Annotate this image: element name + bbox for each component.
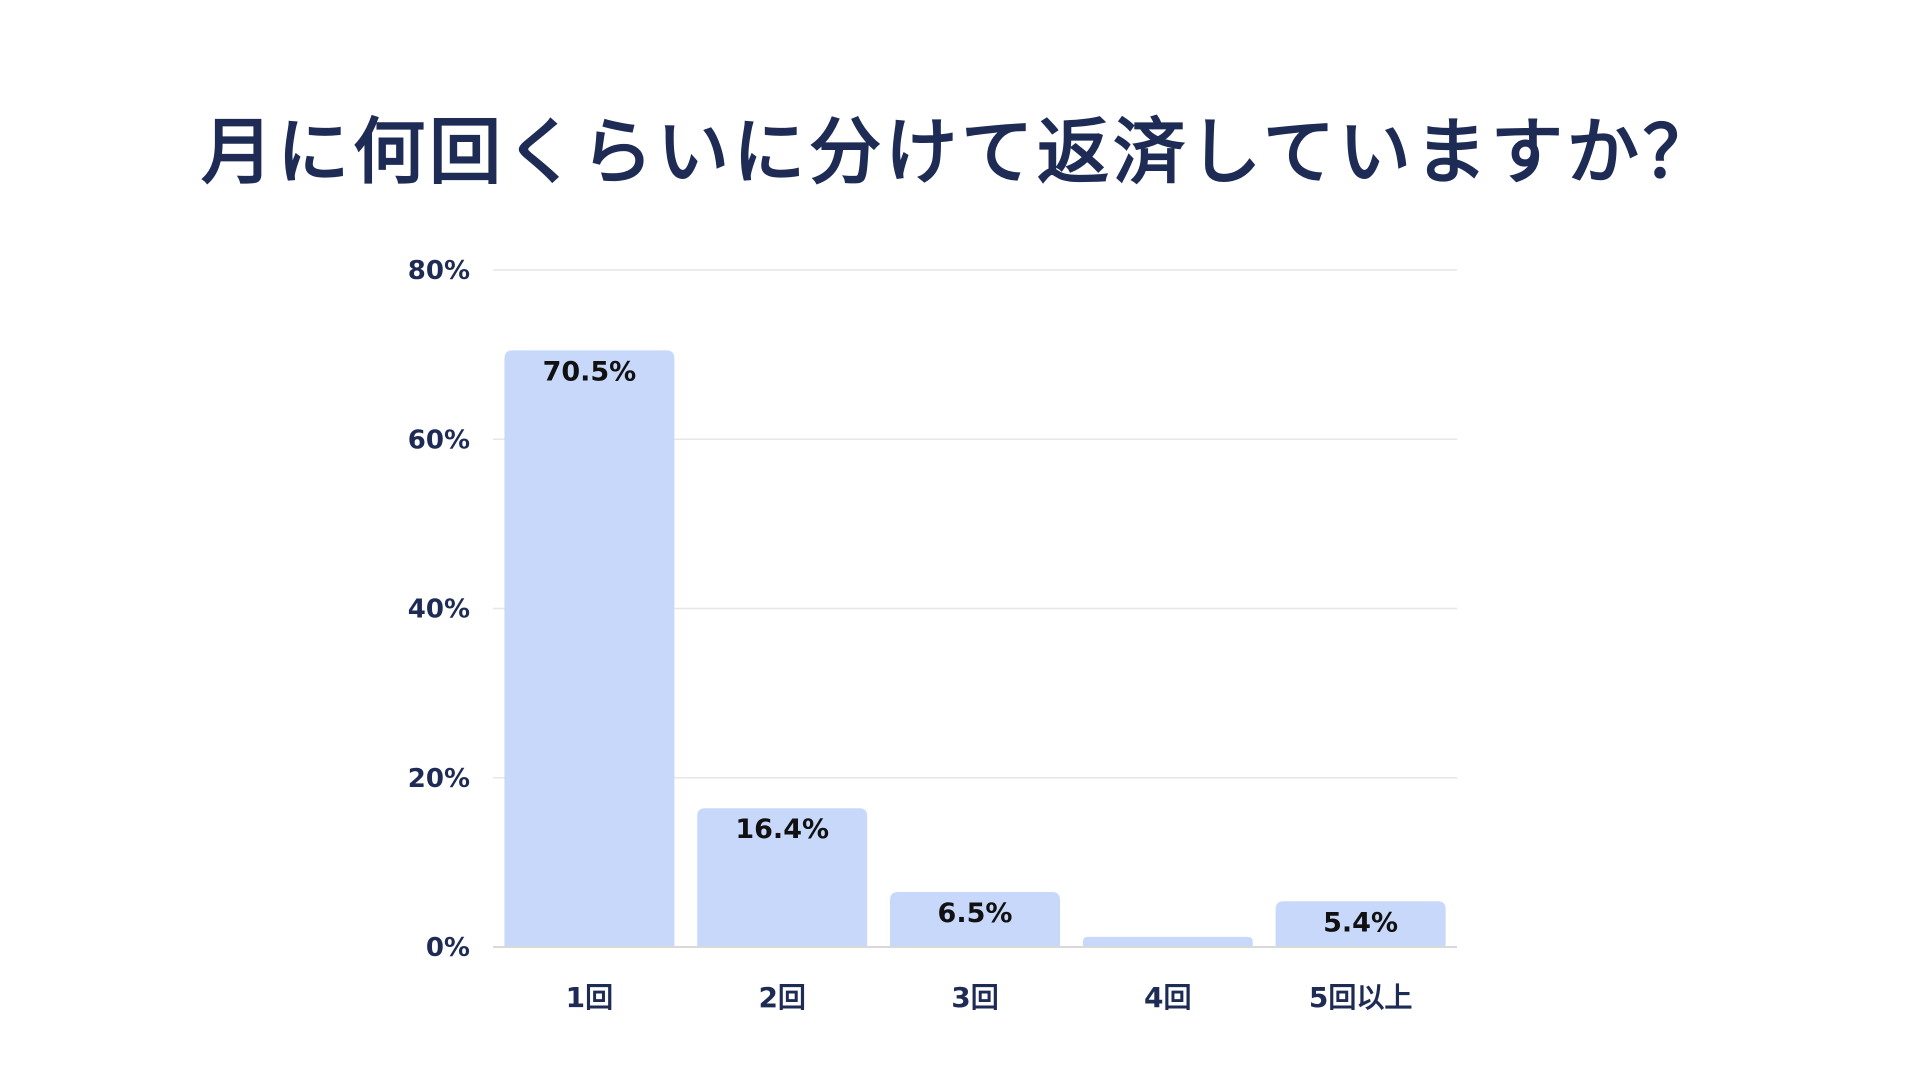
bar-1	[504, 350, 675, 947]
x-tick-label: 4回	[1144, 981, 1191, 1014]
bar-2	[697, 808, 868, 947]
y-tick-label: 80%	[408, 256, 470, 286]
data-label: 5.4%	[1323, 907, 1398, 938]
bar-3	[890, 891, 1060, 947]
chart-title: 月に何回くらいに分けて返済していますか？	[201, 110, 1719, 194]
y-tick-label: 40%	[408, 595, 470, 625]
y-tick-label: 20%	[408, 764, 470, 794]
y-tick-label: 60%	[408, 425, 470, 455]
data-label: 16.4%	[735, 814, 829, 845]
x-tick-label: 2回	[758, 981, 805, 1014]
data-label: 70.5%	[543, 356, 637, 387]
x-tick-label: 1回	[566, 981, 613, 1014]
x-tick-label: 3回	[951, 981, 998, 1014]
data-label: 6.5%	[938, 898, 1013, 929]
y-tick-label: 0%	[426, 933, 470, 963]
bar-5	[1275, 901, 1446, 947]
x-tick-label: 5回以上	[1309, 981, 1412, 1014]
bar-4	[1082, 936, 1253, 947]
